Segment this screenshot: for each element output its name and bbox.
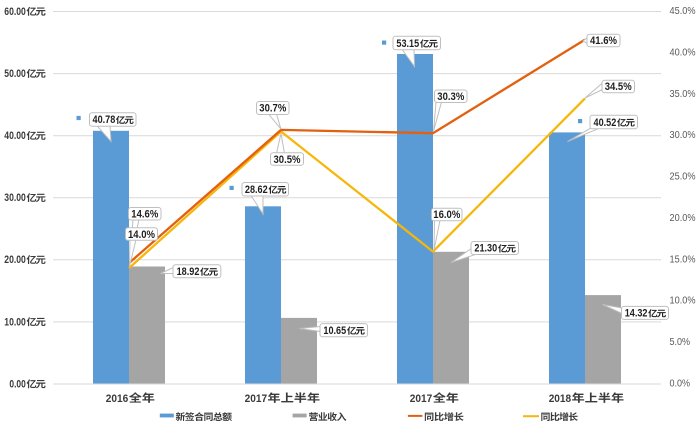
svg-text:45.0%: 45.0% (670, 6, 696, 17)
svg-text:30.00: 30.00 (4, 192, 26, 204)
svg-text:30.5%: 30.5% (274, 154, 302, 166)
svg-text:53.15: 53.15 (396, 38, 419, 50)
svg-text:14.0%: 14.0% (128, 229, 156, 241)
svg-text:20.00: 20.00 (4, 254, 26, 266)
svg-text:40.00: 40.00 (4, 130, 26, 142)
svg-text:30.3%: 30.3% (437, 91, 465, 103)
svg-text:30.0%: 30.0% (670, 130, 696, 141)
svg-text:28.62: 28.62 (245, 184, 268, 196)
svg-text:41.6%: 41.6% (590, 35, 618, 47)
svg-text:40.78: 40.78 (93, 114, 116, 126)
svg-text:2017: 2017 (245, 393, 268, 405)
svg-text:34.5%: 34.5% (605, 81, 633, 93)
svg-text:10.00: 10.00 (4, 316, 26, 328)
svg-text:35.0%: 35.0% (670, 89, 696, 100)
svg-text:18.92: 18.92 (177, 266, 200, 278)
svg-text:10.65: 10.65 (323, 325, 346, 337)
svg-text:21.30: 21.30 (474, 243, 497, 255)
svg-text:14.6%: 14.6% (131, 208, 159, 220)
svg-text:2017: 2017 (410, 393, 433, 405)
svg-text:0.00: 0.00 (9, 378, 25, 390)
svg-text:25.0%: 25.0% (670, 172, 696, 183)
svg-text:60.00: 60.00 (4, 6, 26, 18)
svg-text:0.0%: 0.0% (670, 379, 691, 390)
svg-text:2016: 2016 (106, 393, 129, 405)
svg-text:16.0%: 16.0% (433, 209, 461, 221)
svg-text:2018: 2018 (549, 393, 572, 405)
svg-text:50.00: 50.00 (4, 68, 26, 80)
svg-text:20.0%: 20.0% (670, 213, 696, 224)
svg-text:15.0%: 15.0% (670, 254, 696, 265)
svg-text:5.0%: 5.0% (670, 337, 691, 348)
svg-text:40.0%: 40.0% (670, 47, 696, 58)
svg-text:10.0%: 10.0% (670, 296, 696, 307)
svg-text:40.52: 40.52 (594, 117, 617, 129)
svg-text:30.7%: 30.7% (259, 103, 287, 115)
svg-text:14.32: 14.32 (625, 308, 648, 320)
